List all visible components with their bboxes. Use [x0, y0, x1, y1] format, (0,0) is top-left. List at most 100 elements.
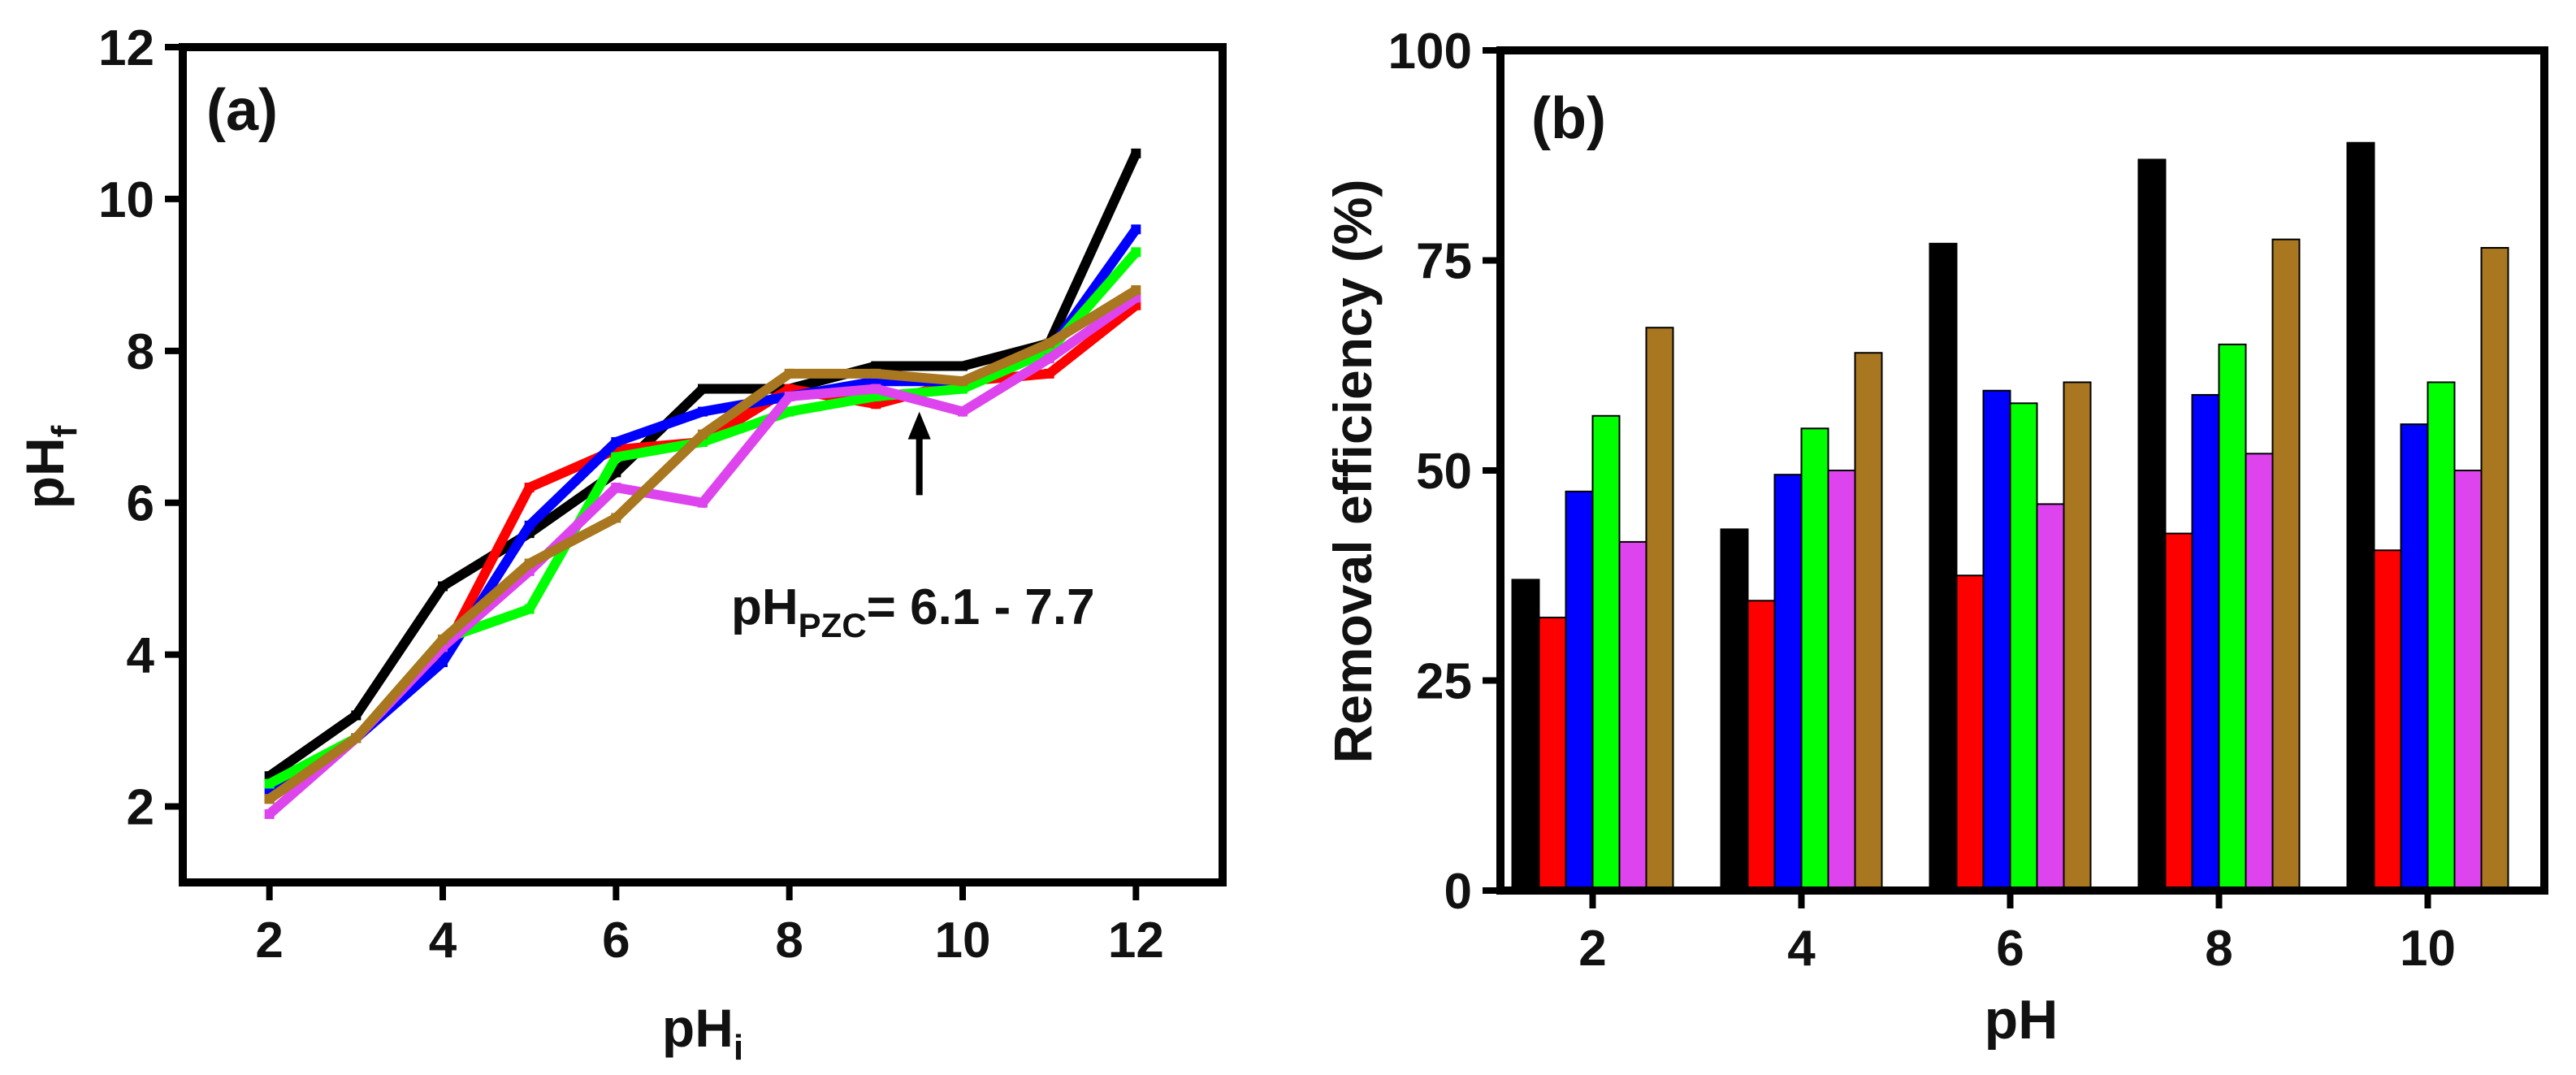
bar-red-ph-10: [2373, 549, 2402, 891]
bar-magenta-ph-8: [2245, 453, 2274, 891]
data-point-blue: [698, 406, 708, 417]
data-point-black: [351, 710, 362, 721]
pzc-arrowhead: [907, 411, 931, 440]
data-point-gold: [698, 429, 708, 440]
bar-red-ph-8: [2164, 532, 2193, 891]
data-point-green: [1131, 247, 1141, 258]
data-point-magenta: [958, 406, 968, 417]
bar-red-ph-2: [1538, 616, 1567, 891]
bar-gold-ph-8: [2271, 238, 2301, 891]
bar-blue-ph-8: [2191, 393, 2220, 891]
panel-a-label: (a): [206, 78, 278, 143]
bar-black-ph-10: [2346, 141, 2375, 892]
data-point-blue: [1131, 224, 1141, 235]
pzc-label-rest: = 6.1 - 7.7: [867, 579, 1095, 635]
data-point-red: [1044, 368, 1054, 379]
panel-b-y-axis-title: Removal efficiency (%): [1323, 180, 1383, 764]
panel-a-x-tick-label: 6: [602, 912, 630, 969]
data-point-blue: [611, 436, 621, 447]
panel-a-x-ticks: 2 4 6 8 10 12: [255, 882, 1164, 969]
data-point-blue: [524, 520, 535, 531]
bar-blue-ph-10: [2400, 423, 2429, 891]
pzc-label-main: pH: [731, 579, 799, 635]
data-point-gold: [784, 368, 794, 379]
panel-a-y-tick-label: 10: [98, 172, 154, 228]
panel-a-y-tick-label: 8: [127, 324, 154, 380]
bar-magenta-ph-4: [1827, 470, 1856, 891]
data-point-magenta: [611, 483, 621, 493]
series-line-gold: [266, 285, 1139, 804]
bar-black-ph-6: [1929, 242, 1958, 891]
panel-b-x-tick-label: 4: [1787, 921, 1816, 977]
panel-a-x-axis-title: pHi: [662, 998, 743, 1068]
pzc-label: pHPZC= 6.1 - 7.7: [731, 579, 1095, 644]
bar-red-ph-4: [1747, 600, 1776, 892]
panel-b-x-tick-label: 10: [2400, 921, 2456, 977]
panel-b-y-tick-label: 50: [1416, 444, 1472, 500]
bar-green-ph-10: [2427, 381, 2456, 891]
data-point-gold: [438, 634, 448, 644]
data-point-red: [524, 483, 535, 493]
panel-a-y-tick-label: 6: [127, 476, 154, 532]
data-point-magenta: [264, 808, 275, 819]
panel-a-x-tick-label: 4: [429, 912, 457, 969]
panel-a-y-axis-title-sub: f: [45, 425, 84, 437]
panel-b-bar-chart: (b) 0 25 50 75 100 2 4 6 8 10 pH Removal efficie…: [1323, 24, 2548, 1051]
bar-gold-ph-4: [1854, 352, 1883, 891]
data-point-gold: [1131, 285, 1141, 296]
data-point-black: [958, 361, 968, 371]
bar-magenta-ph-10: [2453, 470, 2483, 891]
panel-a-x-tick-label: 10: [935, 912, 991, 969]
bar-green-ph-2: [1591, 414, 1621, 892]
data-point-gold: [1044, 338, 1054, 349]
bar-black-ph-2: [1511, 579, 1540, 891]
data-point-magenta: [698, 497, 708, 508]
data-point-black: [1131, 148, 1141, 158]
data-point-black: [871, 361, 881, 371]
panel-a-y-tick-label: 4: [127, 628, 155, 684]
bar-green-ph-8: [2218, 343, 2247, 891]
panel-a-y-axis-title: pHf: [15, 425, 84, 509]
data-point-gold: [524, 558, 535, 569]
data-point-green: [524, 604, 535, 614]
data-point-blue: [871, 376, 881, 387]
bar-black-ph-8: [2137, 158, 2167, 892]
data-point-green: [611, 452, 621, 462]
bar-black-ph-4: [1720, 528, 1749, 891]
panel-b-label: (b): [1531, 86, 1606, 151]
data-point-blue: [438, 657, 448, 667]
panel-b-x-tick-label: 8: [2205, 921, 2232, 977]
pzc-label-sub: PZC: [799, 606, 867, 644]
panel-b-y-tick-label: 100: [1388, 24, 1472, 80]
bar-gold-ph-2: [1645, 327, 1674, 892]
data-point-green: [958, 384, 968, 394]
data-point-gold: [958, 376, 968, 387]
data-point-black: [698, 384, 708, 394]
data-point-green: [784, 406, 794, 417]
bar-green-ph-4: [1800, 427, 1829, 891]
data-point-black: [438, 581, 448, 592]
panel-a-x-axis-title-main: pH: [662, 998, 734, 1058]
series-line-blue: [266, 226, 1141, 795]
panel-a-y-ticks: 2 4 6 8 10 12: [98, 20, 183, 836]
panel-a-y-tick-label: 2: [127, 780, 154, 836]
data-point-gold: [264, 794, 275, 804]
data-point-green: [264, 778, 275, 789]
panel-b-x-tick-label: 6: [1996, 921, 2024, 977]
panel-b-x-tick-label: 2: [1578, 921, 1606, 977]
bar-red-ph-6: [1955, 574, 1985, 891]
panel-a-x-tick-label: 8: [775, 912, 803, 969]
panel-b-y-tick-label: 75: [1416, 234, 1472, 290]
data-point-gold: [611, 513, 621, 523]
data-point-magenta: [1044, 353, 1054, 364]
pzc-annotation: pHPZC= 6.1 - 7.7: [731, 411, 1095, 644]
panel-b-x-axis-title: pH: [1985, 989, 2059, 1051]
bar-blue-ph-6: [1982, 389, 2011, 891]
panel-a-frame: [179, 43, 1227, 886]
panel-b-y-tick-label: 25: [1416, 654, 1472, 710]
bar-blue-ph-4: [1773, 474, 1803, 891]
panel-a-y-tick-label: 12: [98, 20, 154, 76]
panel-b-y-ticks: 0 25 50 75 100: [1388, 24, 1500, 920]
panel-a-series: [264, 148, 1141, 819]
